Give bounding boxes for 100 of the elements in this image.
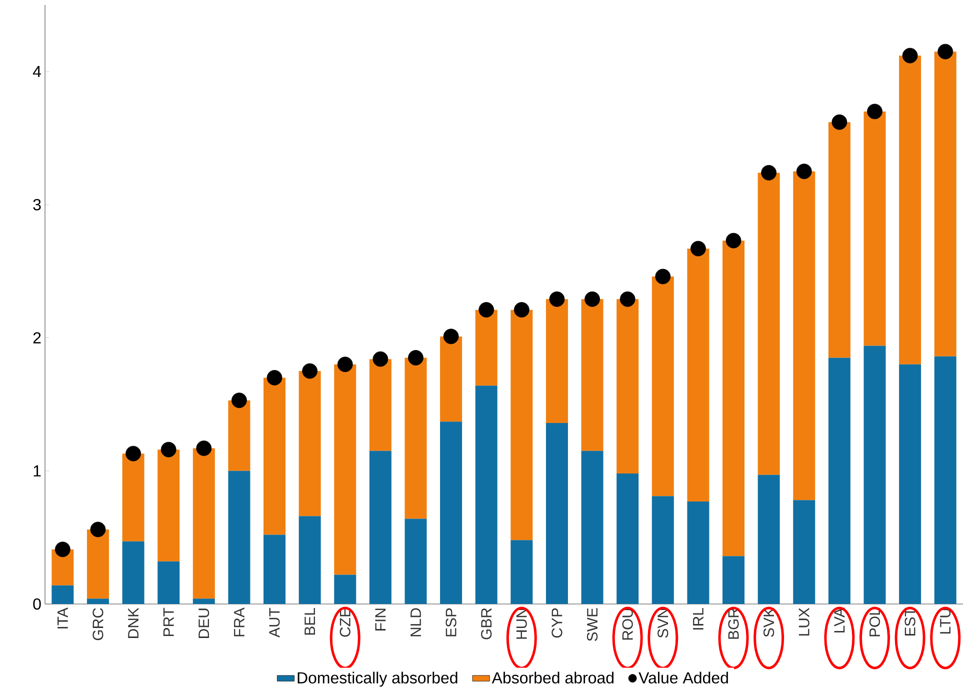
point	[337, 356, 353, 372]
bar	[722, 240, 745, 556]
bar	[510, 310, 533, 540]
point	[160, 442, 176, 458]
bar	[828, 122, 850, 358]
x-tick-label: GRC	[92, 608, 104, 640]
bar	[864, 346, 886, 604]
point	[266, 370, 282, 386]
x-tick-label: NLD	[410, 608, 421, 636]
bar	[404, 358, 427, 519]
x-tick-label: SVK	[764, 608, 774, 637]
point	[408, 350, 424, 366]
bar	[298, 516, 321, 604]
y-tick-label: 1	[34, 465, 41, 476]
bar	[475, 310, 498, 386]
bar	[404, 518, 427, 604]
point	[761, 165, 777, 180]
x-tick-label: BEL	[304, 608, 315, 635]
x-tick-label: LUX	[798, 608, 810, 636]
point	[514, 302, 530, 318]
point	[54, 542, 70, 558]
point	[443, 328, 459, 344]
x-tick-label: GBR	[481, 608, 492, 640]
bar	[122, 454, 144, 542]
point	[549, 291, 565, 307]
bar	[475, 386, 498, 604]
point	[902, 48, 918, 64]
point	[690, 240, 706, 256]
bar	[158, 561, 180, 604]
point	[620, 291, 636, 307]
bar	[86, 529, 109, 599]
point	[478, 302, 494, 318]
x-tick-label: EST	[904, 608, 916, 636]
point	[938, 44, 954, 60]
bar	[687, 501, 710, 604]
bar	[264, 534, 286, 604]
point	[196, 440, 212, 456]
bar	[440, 422, 462, 604]
point	[372, 351, 388, 367]
point	[796, 164, 812, 180]
point	[832, 114, 848, 130]
x-tick-label: LVA	[834, 608, 845, 632]
legend-label: Absorbed abroad	[492, 672, 614, 684]
bar	[581, 299, 604, 451]
bar	[616, 299, 639, 474]
bar	[616, 474, 639, 604]
bar	[86, 598, 109, 604]
bar	[546, 422, 568, 604]
bar	[369, 359, 392, 451]
bar	[687, 248, 710, 502]
bar	[369, 450, 392, 604]
bar	[899, 364, 922, 604]
bar	[228, 470, 250, 604]
x-tick-label: FIN	[375, 608, 386, 630]
x-tick-label: PRT	[163, 608, 174, 636]
point	[232, 392, 247, 408]
point	[867, 104, 882, 120]
bar	[440, 336, 462, 422]
bar	[652, 276, 674, 496]
x-tick-label: IRL	[693, 608, 704, 630]
bar	[652, 496, 674, 604]
x-tick-label: DNK	[128, 608, 138, 638]
x-tick-label: DEU	[198, 608, 210, 638]
bar	[228, 400, 250, 471]
bar	[334, 574, 356, 604]
x-tick-label: POL	[869, 608, 880, 636]
point	[302, 363, 318, 379]
bar	[758, 474, 780, 604]
bar	[510, 540, 533, 604]
point	[655, 268, 671, 284]
bar	[158, 450, 180, 562]
bar	[546, 299, 568, 423]
bar	[52, 585, 74, 604]
y-tick-label: 3	[33, 199, 41, 210]
bar	[758, 172, 780, 475]
bar	[192, 598, 215, 604]
y-tick-label: 4	[32, 66, 41, 78]
bar	[793, 171, 816, 500]
bar	[298, 371, 321, 516]
bar	[934, 52, 956, 356]
bar	[122, 541, 144, 604]
x-tick-label: ITA	[58, 608, 68, 628]
bar	[264, 378, 286, 535]
legend-label: Value Added	[638, 672, 728, 684]
bar	[828, 358, 850, 604]
point	[726, 232, 742, 248]
point	[584, 291, 600, 307]
point	[90, 522, 106, 538]
legend-label: Domestically absorbed	[298, 672, 458, 687]
bar	[899, 56, 922, 364]
bar	[934, 356, 956, 604]
x-tick-label: ESP	[446, 608, 456, 636]
bar	[334, 364, 356, 575]
bar	[581, 450, 604, 604]
x-tick-label: CYP	[552, 608, 562, 638]
bar	[793, 500, 816, 604]
bar	[192, 448, 215, 599]
y-tick-label: 2	[33, 332, 41, 344]
x-tick-label: AUT	[269, 608, 280, 638]
bar	[722, 556, 745, 604]
